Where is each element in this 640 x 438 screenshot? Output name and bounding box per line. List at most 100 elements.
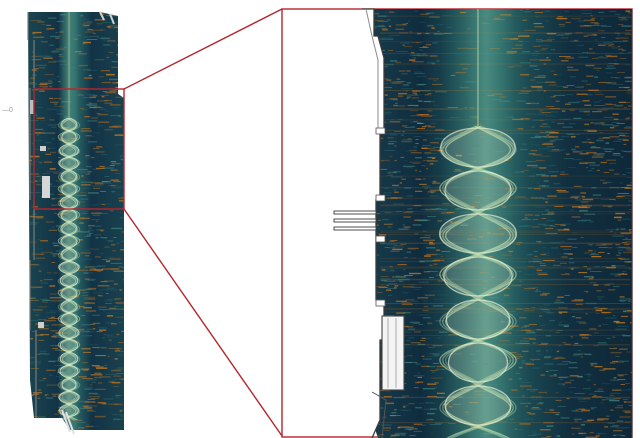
noise-streak [393, 81, 404, 83]
noise-streak [552, 358, 558, 360]
noise-streak [433, 104, 439, 106]
noise-streak [596, 169, 600, 171]
noise-streak [109, 78, 118, 81]
noise-streak [422, 160, 435, 162]
noise-streak [52, 51, 59, 53]
noise-streak [423, 305, 429, 308]
noise-streak [86, 20, 93, 23]
noise-streak [615, 427, 627, 429]
noise-streak [593, 153, 605, 155]
noise-streak [382, 83, 389, 84]
noise-streak [619, 416, 631, 418]
noise-streak [418, 114, 423, 116]
noise-streak [115, 81, 124, 83]
noise-streak [617, 193, 630, 194]
noise-streak [559, 119, 569, 120]
noise-streak [31, 55, 43, 57]
noise-streak [416, 128, 426, 130]
noise-streak [571, 299, 584, 301]
noise-streak [403, 406, 406, 408]
noise-streak [117, 348, 122, 350]
noise-streak [394, 433, 406, 435]
noise-streak [100, 229, 104, 232]
noise-streak [562, 361, 571, 362]
noise-streak [90, 324, 95, 325]
noise-streak [538, 148, 551, 150]
noise-streak [37, 397, 41, 399]
noise-streak [50, 28, 55, 30]
noise-streak [558, 321, 563, 323]
noise-streak [80, 130, 93, 132]
noise-streak [530, 387, 533, 389]
signal-lobe [439, 214, 517, 253]
noise-streak [540, 253, 546, 255]
noise-streak [631, 291, 632, 293]
noise-streak [555, 35, 564, 36]
noise-streak [598, 82, 607, 83]
noise-streak [34, 418, 38, 420]
noise-streak [49, 119, 55, 121]
noise-streak [112, 107, 120, 109]
noise-streak [622, 195, 632, 197]
noise-streak [94, 19, 106, 21]
noise-streak [91, 382, 97, 383]
noise-streak [47, 124, 56, 126]
noise-streak [615, 244, 620, 246]
noise-streak [606, 55, 618, 58]
noise-streak [95, 355, 106, 357]
noise-streak [566, 376, 570, 378]
noise-streak [81, 213, 88, 214]
noise-streak [31, 59, 42, 61]
noise-streak [402, 410, 409, 411]
noise-streak [615, 37, 619, 39]
noise-streak [568, 167, 576, 168]
noise-streak [559, 25, 566, 27]
noise-streak [100, 281, 108, 283]
noise-streak [541, 214, 554, 215]
signal-lobe [61, 235, 77, 248]
noise-streak [112, 414, 123, 416]
noise-streak [410, 342, 421, 344]
noise-streak [406, 195, 413, 197]
noise-streak [389, 81, 397, 83]
noise-streak [30, 338, 33, 340]
noise-streak [432, 345, 443, 347]
noise-streak [414, 331, 421, 333]
noise-streak [28, 264, 39, 265]
noise-streak [393, 189, 397, 191]
side-bar-3 [333, 226, 377, 231]
noise-streak [558, 34, 570, 36]
noise-streak [594, 266, 601, 268]
noise-streak [32, 213, 37, 215]
noise-streak [558, 311, 568, 313]
noise-streak [91, 212, 102, 214]
noise-streak [430, 291, 442, 293]
noise-streak [627, 172, 632, 174]
noise-streak [426, 366, 436, 368]
noise-streak [546, 425, 554, 427]
noise-streak [577, 20, 586, 22]
noise-streak [437, 337, 441, 339]
noise-streak [546, 134, 550, 136]
noise-streak [107, 355, 110, 357]
noise-streak [626, 249, 632, 251]
noise-streak [93, 394, 102, 395]
noise-streak [51, 204, 61, 206]
noise-streak [587, 419, 595, 421]
noise-streak [590, 408, 594, 410]
noise-streak [409, 321, 420, 323]
noise-streak [399, 32, 408, 34]
noise-streak [28, 163, 35, 165]
noise-streak [55, 37, 60, 39]
noise-streak [83, 69, 92, 71]
noise-streak [384, 11, 388, 13]
noise-streak [566, 398, 570, 400]
noise-streak [573, 117, 582, 119]
noise-streak [56, 76, 60, 78]
noise-streak [108, 25, 119, 27]
noise-streak [559, 262, 567, 264]
noise-streak [586, 268, 592, 270]
noise-streak [383, 223, 393, 225]
noise-streak [424, 152, 432, 154]
